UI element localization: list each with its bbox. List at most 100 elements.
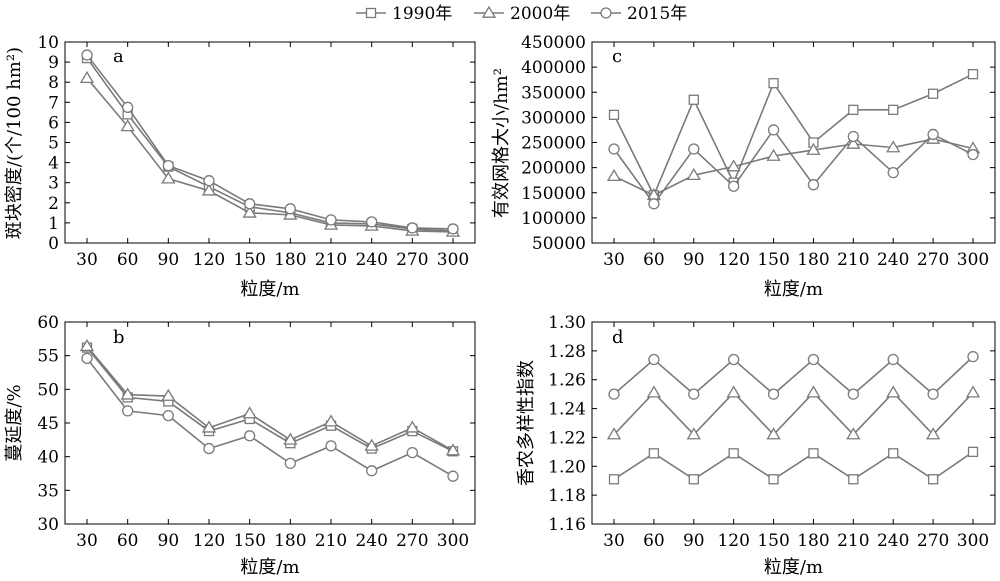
x-tick-label: 90 [158, 531, 180, 551]
x-tick-label: 90 [683, 250, 705, 270]
legend-marker-square [365, 7, 377, 19]
data-point-circle [406, 446, 418, 459]
data-point-circle [807, 179, 820, 191]
data-point-circle [81, 49, 93, 61]
y-axis-label: 香农多样性指数 [516, 360, 537, 486]
y-tick-label: 1.26 [548, 371, 586, 391]
x-tick-label: 180 [274, 531, 306, 551]
y-tick-label: 350000 [521, 83, 586, 103]
series-line-square [613, 451, 974, 481]
x-tick-label: 150 [233, 250, 265, 270]
data-point-circle [284, 203, 296, 215]
data-point-circle [447, 223, 459, 235]
x-tick-label: 240 [355, 250, 387, 270]
data-point-triangle [161, 388, 176, 401]
y-tick-label: 6 [48, 113, 59, 133]
data-point-circle [807, 353, 820, 366]
data-point-circle [162, 159, 174, 172]
data-point-circle [366, 216, 378, 228]
data-point-square [688, 474, 699, 485]
data-point-circle [366, 465, 378, 477]
data-point-square [967, 446, 979, 458]
data-point-square [927, 88, 939, 99]
data-point-triangle [445, 443, 461, 456]
x-tick-label: 60 [117, 531, 139, 551]
x-tick-label: 180 [797, 250, 829, 270]
data-point-triangle [846, 136, 861, 149]
data-point-square [848, 104, 859, 115]
x-tick-label: 210 [315, 250, 347, 270]
series-line-triangle [86, 345, 454, 452]
series-line-circle [613, 356, 974, 396]
y-tick-label: 35 [37, 481, 59, 501]
x-tick-label: 300 [437, 250, 469, 270]
legend-marker-circle [600, 7, 612, 19]
data-point-triangle [686, 427, 701, 440]
series-circle [81, 352, 459, 482]
data-point-square [768, 78, 779, 89]
x-tick-label: 180 [797, 531, 829, 551]
data-point-triangle [364, 438, 379, 451]
data-point-triangle [886, 140, 901, 153]
data-point-triangle [201, 183, 217, 196]
y-tick-label: 4 [48, 154, 59, 174]
y-tick-label: 7 [48, 93, 59, 113]
y-axis-label: 斑块密度/(个/100 hm²) [4, 47, 25, 239]
y-tick-label: 50 [37, 380, 59, 400]
series-line-triangle [613, 391, 974, 436]
y-tick-label: 1.20 [548, 457, 586, 477]
data-point-triangle [766, 427, 781, 440]
data-point-square [967, 69, 979, 80]
data-point-circle [847, 130, 859, 143]
series-line-circle [86, 357, 454, 477]
series-square [81, 342, 459, 457]
legend: 1990年 2000年 2015年 [356, 4, 687, 24]
series-square [81, 52, 459, 237]
plot-frame [64, 41, 476, 244]
data-point-circle [447, 470, 459, 482]
x-tick-label: 270 [917, 250, 949, 270]
y-tick-label: 9 [48, 53, 59, 73]
x-tick-label: 120 [717, 531, 749, 551]
y-tick-label: 250000 [521, 134, 586, 154]
data-point-triangle [283, 432, 298, 445]
x-tick-label: 60 [643, 250, 665, 270]
x-tick-label: 30 [76, 250, 98, 270]
data-point-square [608, 474, 620, 485]
x-tick-label: 120 [193, 250, 225, 270]
data-point-circle [767, 124, 780, 136]
data-point-square [648, 448, 660, 459]
data-point-triangle [766, 148, 781, 161]
data-point-circle [244, 198, 256, 210]
legend-label-2: 2015年 [627, 4, 687, 24]
y-tick-label: 3 [48, 174, 59, 194]
x-tick-label: 240 [355, 531, 387, 551]
data-point-circle [81, 352, 93, 365]
data-point-square [728, 448, 739, 459]
data-point-triangle [405, 420, 420, 433]
data-point-circle [406, 222, 418, 234]
panel-label: b [113, 327, 125, 348]
x-tick-label: 90 [683, 531, 705, 551]
y-tick-label: 1.30 [548, 313, 586, 333]
data-point-square [688, 94, 699, 105]
x-tick-label: 240 [877, 531, 909, 551]
legend-marker-triangle [481, 5, 497, 18]
series-line-square [613, 73, 974, 198]
data-point-circle [728, 353, 740, 366]
data-point-triangle [323, 414, 339, 427]
y-tick-label: 400000 [521, 58, 586, 78]
data-point-triangle [925, 427, 941, 440]
y-tick-label: 1.24 [548, 400, 586, 420]
data-point-circle [203, 175, 215, 187]
data-point-square [888, 104, 899, 115]
y-tick-label: 40 [37, 448, 59, 468]
data-point-triangle [242, 205, 257, 218]
y-tick-label: 1 [48, 214, 59, 234]
data-point-square [768, 474, 779, 485]
x-tick-label: 180 [274, 250, 306, 270]
series-line-triangle [86, 77, 454, 233]
data-point-triangle [606, 427, 622, 440]
data-point-triangle [161, 171, 176, 184]
data-point-triangle [965, 385, 981, 398]
